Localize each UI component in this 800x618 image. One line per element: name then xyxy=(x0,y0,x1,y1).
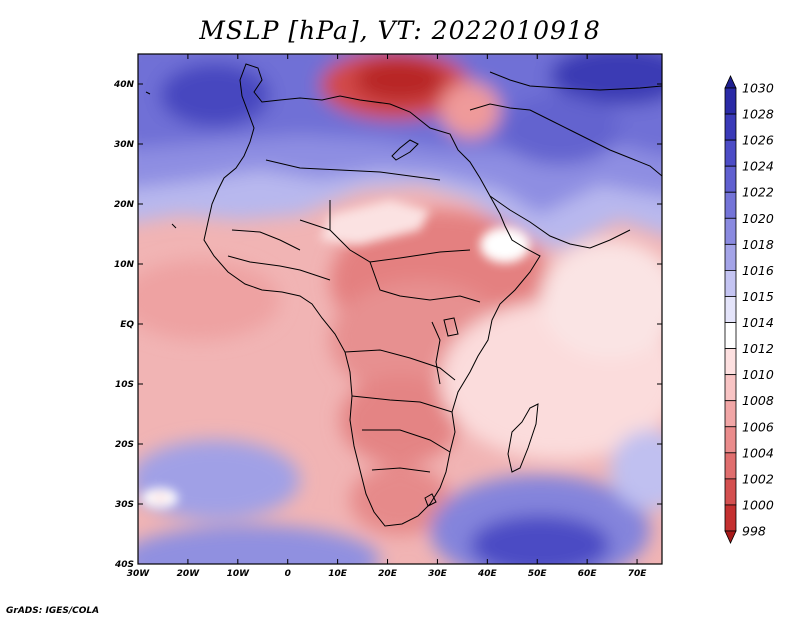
colorbar-label: 998 xyxy=(742,524,766,539)
colorbar-segment xyxy=(724,139,737,167)
colorbar: 1030 1028 1026 1024 1022 1020 1018 1016 1015 1014… xyxy=(724,75,774,544)
colorbar-label: 1014 xyxy=(742,315,774,330)
lon-tick-label: 10W xyxy=(227,569,251,579)
colorbar-label: 1010 xyxy=(742,367,774,382)
map-title: MSLP [hPa], VT: 2022010918 xyxy=(199,16,601,45)
colorbar-segment xyxy=(724,400,737,428)
lon-tick-label: 10E xyxy=(328,569,348,579)
lon-tick-label: 30W xyxy=(127,569,151,579)
colorbar-label: 1006 xyxy=(742,419,774,434)
colorbar-segment xyxy=(724,87,737,115)
colorbar-segment xyxy=(724,296,737,323)
lat-tick-label: 40N xyxy=(113,80,135,90)
lat-tick-label: 10N xyxy=(114,260,135,270)
lat-tick-label: 10S xyxy=(115,380,134,390)
lon-tick-label: 30E xyxy=(428,569,448,579)
colorbar-label: 1030 xyxy=(742,81,774,96)
colorbar-segment xyxy=(724,348,737,376)
lat-tick-label: EQ xyxy=(120,320,134,330)
colorbar-segment xyxy=(724,243,737,271)
lon-tick-label: 60E xyxy=(578,569,598,579)
colorbar-segment xyxy=(724,452,737,480)
colorbar-segment xyxy=(724,322,737,349)
colorbar-label: 1020 xyxy=(742,211,774,226)
colorbar-segment xyxy=(724,113,737,141)
colorbar-label: 1004 xyxy=(742,445,774,460)
colorbar-label: 1018 xyxy=(742,237,774,252)
lon-tick-label: 70E xyxy=(628,569,648,579)
lat-tick-label: 30S xyxy=(115,500,134,510)
colorbar-segment xyxy=(724,504,737,532)
lat-tick-label: 40S xyxy=(114,560,134,570)
colorbar-label: 1008 xyxy=(742,393,774,408)
colorbar-segment xyxy=(724,270,737,297)
colorbar-segment xyxy=(724,374,737,402)
map-frame xyxy=(137,53,663,565)
colorbar-max-arrow xyxy=(724,75,737,89)
colorbar-label: 1028 xyxy=(742,107,774,122)
colorbar-segment xyxy=(724,165,737,193)
colorbar-label: 1016 xyxy=(742,263,774,278)
lat-tick-label: 20S xyxy=(115,440,134,450)
credit-text: GrADS: IGES/COLA xyxy=(6,606,99,616)
colorbar-label: 1022 xyxy=(742,185,774,200)
lon-tick-label: 20E xyxy=(378,569,398,579)
lon-tick-label: 0 xyxy=(285,569,291,579)
colorbar-label: 1024 xyxy=(742,159,774,174)
coastlines xyxy=(145,63,662,527)
colorbar-label: 1015 xyxy=(742,289,774,304)
axis-ticks: 30W 20W 10W 0 10E 20E 30E 40E 50E 60E 70E 40N 30N 20N… xyxy=(113,54,662,579)
lat-tick-label: 20N xyxy=(114,200,135,210)
colorbar-segment xyxy=(724,478,737,506)
colorbar-label: 1026 xyxy=(742,133,774,148)
colorbar-min-arrow xyxy=(724,530,737,544)
colorbar-label: 1012 xyxy=(742,341,774,356)
colorbar-segment xyxy=(724,191,737,219)
pressure-field xyxy=(138,54,662,564)
colorbar-label: 1002 xyxy=(742,471,774,486)
lon-tick-label: 20W xyxy=(177,569,201,579)
lat-tick-label: 30N xyxy=(114,140,135,150)
colorbar-label: 1000 xyxy=(742,497,774,512)
lon-tick-label: 50E xyxy=(528,569,548,579)
lon-tick-label: 40E xyxy=(477,569,498,579)
colorbar-segment xyxy=(724,217,737,245)
colorbar-segment xyxy=(724,426,737,454)
